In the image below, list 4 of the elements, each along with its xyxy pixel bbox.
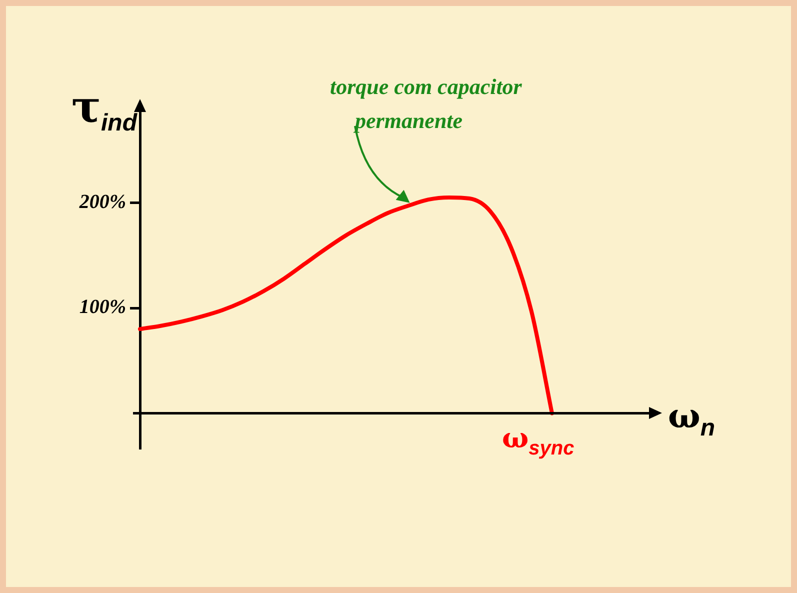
y-tick-label: 200% <box>78 190 126 213</box>
y-tick-label: 100% <box>79 296 126 318</box>
annotation: torque com capacitor permanente <box>330 74 522 133</box>
line-series <box>138 195 554 416</box>
